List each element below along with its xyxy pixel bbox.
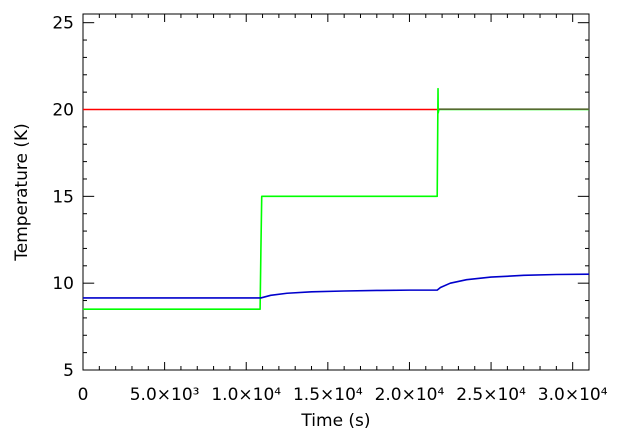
x-tick-label-5: 2.5×10⁴ <box>456 385 526 405</box>
tick-labels: 0 5.0×10³ 1.0×10⁴ 1.5×10⁴ 2.0×10⁴ 2.5×10⁴ 3.0×… <box>52 14 607 405</box>
tick-marks <box>82 14 589 371</box>
x-tick-label-1: 5.0×10³ <box>130 385 200 405</box>
series-layer <box>83 87 590 311</box>
plot-frame <box>82 13 590 371</box>
y-tick-label-3: 20 <box>52 101 74 121</box>
x-tick-label-3: 1.5×10⁴ <box>293 385 363 405</box>
series-line-3 <box>83 273 590 299</box>
x-tick-label-0: 0 <box>78 385 89 405</box>
x-tick-label-6: 3.0×10⁴ <box>538 385 608 405</box>
y-tick-label-2: 15 <box>52 187 74 207</box>
x-tick-label-4: 2.0×10⁴ <box>375 385 445 405</box>
y-tick-label-4: 25 <box>52 14 74 34</box>
y-axis-label: Temperature (K) <box>12 123 32 262</box>
x-axis-label: Time (s) <box>300 411 370 431</box>
y-tick-label-0: 5 <box>63 361 74 381</box>
x-tick-label-2: 1.0×10⁴ <box>211 385 281 405</box>
y-tick-label-1: 10 <box>52 274 74 294</box>
